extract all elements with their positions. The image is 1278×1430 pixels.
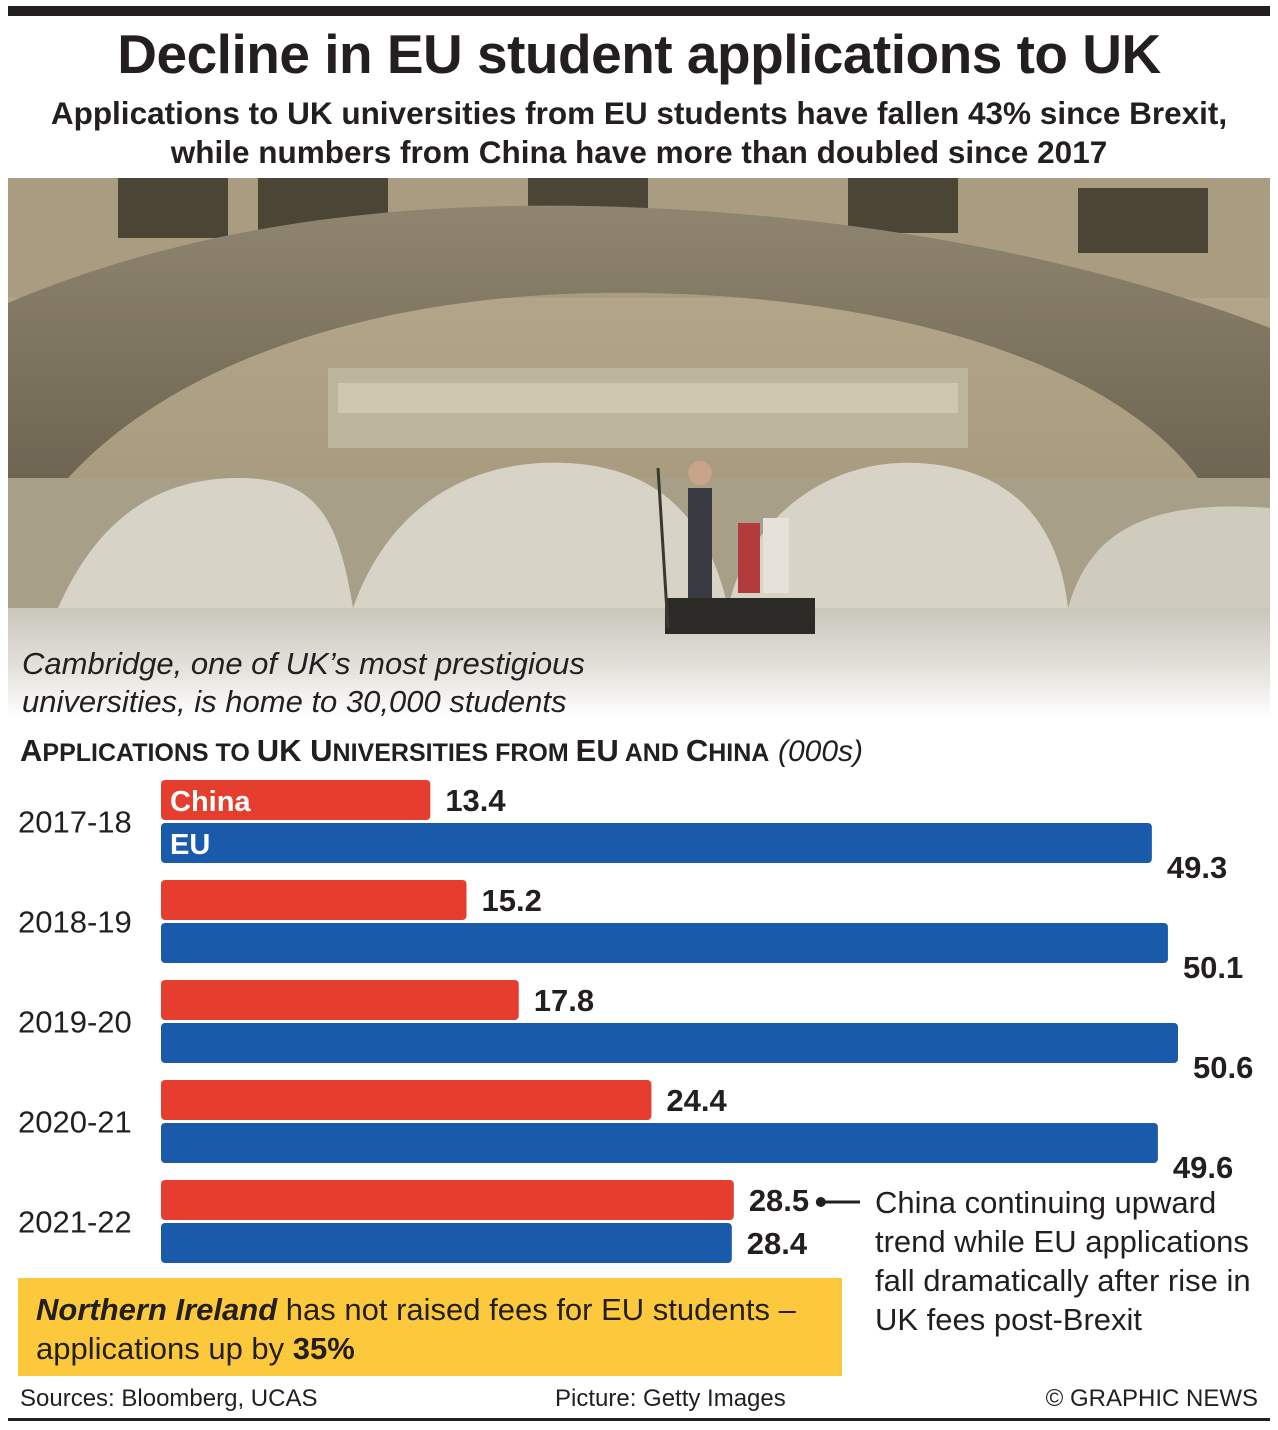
eu-value-label: 50.6 [1193, 1050, 1253, 1085]
sources: Sources: Bloomberg, UCAS [20, 1385, 318, 1412]
eu-value-label: 50.1 [1183, 950, 1243, 985]
china-value-label: 24.4 [666, 1083, 727, 1118]
eu-bar [161, 1023, 1178, 1063]
bar-chart: 2017-18 13.4 China 49.3 EU 2018-19 15.2 50.1 201… [18, 780, 1253, 1263]
cambridge-bridge-photo [8, 178, 1270, 718]
eu-bar [161, 1223, 732, 1263]
picture-credit: Picture: Getty Images [555, 1385, 786, 1412]
eu-bar [161, 823, 1152, 863]
eu-value-label: 49.3 [1167, 850, 1227, 885]
copyright: © GRAPHIC NEWS [1045, 1385, 1258, 1412]
china-bar [161, 1180, 734, 1220]
footnote-box: Northern Ireland has not raised fees for… [18, 1278, 842, 1376]
china-value-label: 13.4 [445, 783, 506, 818]
chart-title: APPLICATIONS TO UK UNIVERSITIES FROM EU … [20, 733, 864, 768]
china-value-label: 15.2 [482, 883, 542, 918]
page-title: Decline in EU student applications to UK [117, 23, 1161, 85]
china-series-label: China [170, 786, 251, 818]
chart-annotation: China continuing upward trend while EU a… [875, 1185, 1251, 1337]
photo-caption: Cambridge, one of UK’s most prestigious … [22, 646, 585, 719]
page-subtitle: Applications to UK universities from EU … [50, 95, 1228, 170]
china-value-label: 28.5 [749, 1183, 809, 1218]
eu-value-label: 49.6 [1173, 1150, 1233, 1185]
eu-bar [161, 923, 1168, 963]
bottom-rule [8, 1418, 1270, 1421]
year-label: 2020-21 [18, 1105, 132, 1140]
eu-value-label: 28.4 [747, 1226, 808, 1261]
china-bar [161, 780, 431, 820]
year-label: 2019-20 [18, 1005, 132, 1040]
china-bar [161, 1080, 652, 1120]
eu-bar [161, 1123, 1158, 1163]
top-rule [8, 6, 1270, 16]
china-value-label: 17.8 [534, 983, 594, 1018]
year-label: 2018-19 [18, 905, 132, 940]
footnote-text: Northern Ireland has not raised fees for… [36, 1292, 796, 1366]
china-bar [161, 880, 467, 920]
year-label: 2017-18 [18, 805, 132, 840]
year-label: 2021-22 [18, 1205, 132, 1240]
china-bar [161, 980, 519, 1020]
eu-series-label: EU [170, 829, 210, 861]
